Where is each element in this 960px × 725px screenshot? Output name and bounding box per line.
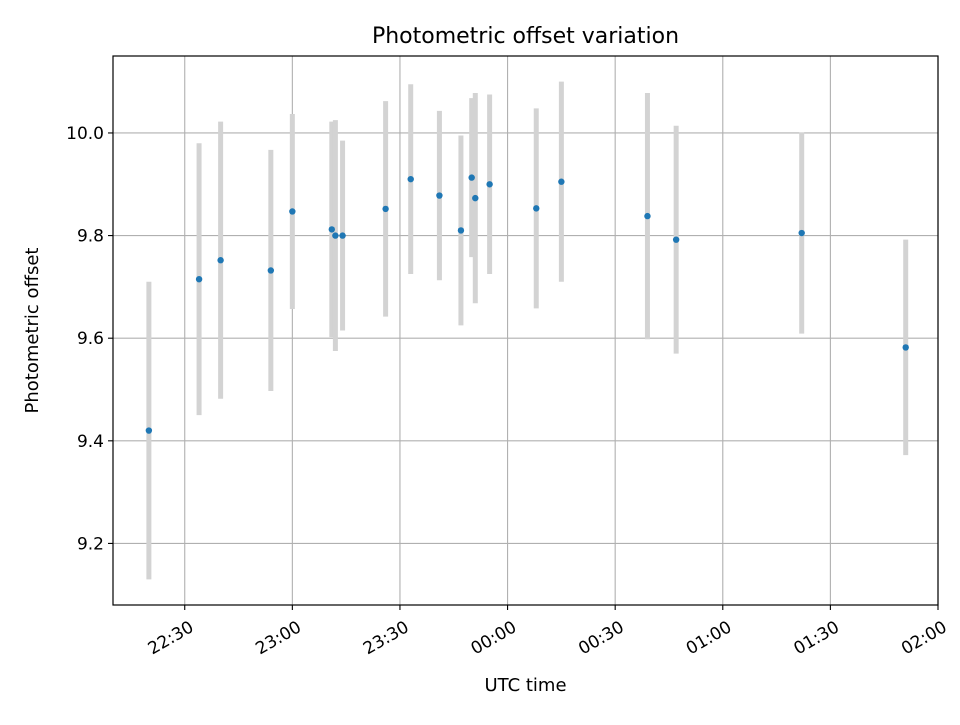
data-point (436, 192, 443, 199)
y-tick-label: 9.4 (77, 432, 104, 452)
data-point (902, 344, 909, 351)
data-point (332, 232, 339, 239)
data-point (457, 227, 465, 234)
data-point (195, 275, 203, 283)
y-tick-label: 10.0 (66, 124, 104, 144)
y-tick-label: 9.6 (77, 329, 104, 349)
data-points (145, 174, 909, 434)
y-tick-label: 9.2 (77, 534, 104, 554)
data-point (217, 257, 224, 264)
data-point (382, 205, 389, 213)
data-point (486, 181, 493, 188)
data-point (533, 205, 540, 212)
y-tick-label: 9.8 (77, 227, 104, 247)
data-point (339, 232, 346, 239)
data-point (267, 267, 275, 274)
y-axis-label: Photometric offset (22, 248, 43, 414)
data-point (558, 178, 565, 185)
chart-title: Photometric offset variation (372, 24, 679, 49)
data-point (644, 212, 651, 220)
x-axis-label: UTC time (484, 675, 566, 696)
data-point (472, 194, 479, 202)
data-point (289, 208, 296, 215)
data-point (145, 427, 153, 434)
data-point (468, 174, 475, 181)
data-point (407, 175, 414, 183)
data-point (328, 226, 336, 233)
axes-frame (112, 55, 939, 606)
data-point (672, 236, 680, 243)
data-point (798, 229, 805, 237)
